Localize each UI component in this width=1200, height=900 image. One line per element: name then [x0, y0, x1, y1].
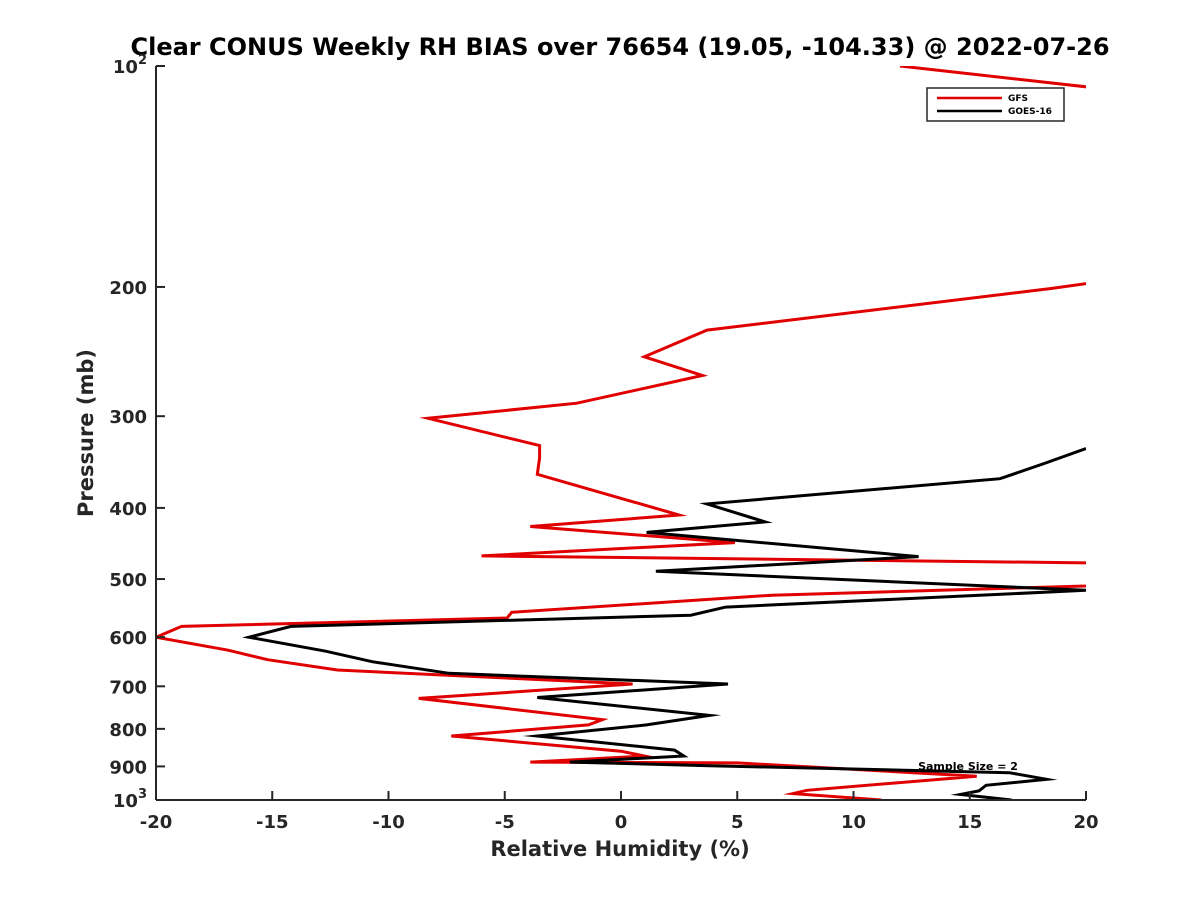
x-tick-label: 5	[731, 812, 744, 833]
y-tick-label: 800	[109, 720, 147, 741]
x-tick-label: 0	[615, 812, 628, 833]
y-tick-label: 600	[109, 628, 147, 649]
y-tick-label: 400	[109, 499, 147, 520]
x-tick-label: 15	[957, 812, 982, 833]
x-tick-label: 20	[1073, 812, 1098, 833]
x-tick-label: -10	[372, 812, 405, 833]
legend-label-gfs: GFS	[1008, 94, 1028, 104]
y-tick-label: 102	[113, 53, 147, 78]
sample-size-annotation: Sample Size = 2	[918, 760, 1018, 773]
y-tick-label: 200	[109, 278, 147, 299]
x-axis-label: Relative Humidity (%)	[490, 837, 749, 861]
x-tick-label: -15	[256, 812, 289, 833]
y-tick-label: 900	[109, 757, 147, 778]
legend: GFS GOES-16	[926, 87, 1065, 122]
y-tick-label: 103	[113, 787, 147, 812]
y-tick-label: 500	[109, 570, 147, 591]
x-tick-label: -5	[495, 812, 515, 833]
legend-label-goes16: GOES-16	[1008, 107, 1052, 117]
chart-title: Clear CONUS Weekly RH BIAS over 76654 (1…	[130, 33, 1109, 61]
x-tick-label: -20	[140, 812, 173, 833]
y-axis-label: Pressure (mb)	[74, 349, 98, 517]
series-line-gfs	[156, 66, 1086, 800]
axes-layer: -20 -15 -10 -5 0 5 10 15 20 102 200 300 400 500 600 700…	[109, 53, 1098, 833]
legend-box	[926, 87, 1065, 122]
y-tick-label: 300	[109, 407, 147, 428]
series-layer	[156, 66, 1086, 800]
series-line-goes16	[242, 447, 1086, 800]
y-tick-label: 700	[109, 677, 147, 698]
x-tick-label: 10	[841, 812, 866, 833]
